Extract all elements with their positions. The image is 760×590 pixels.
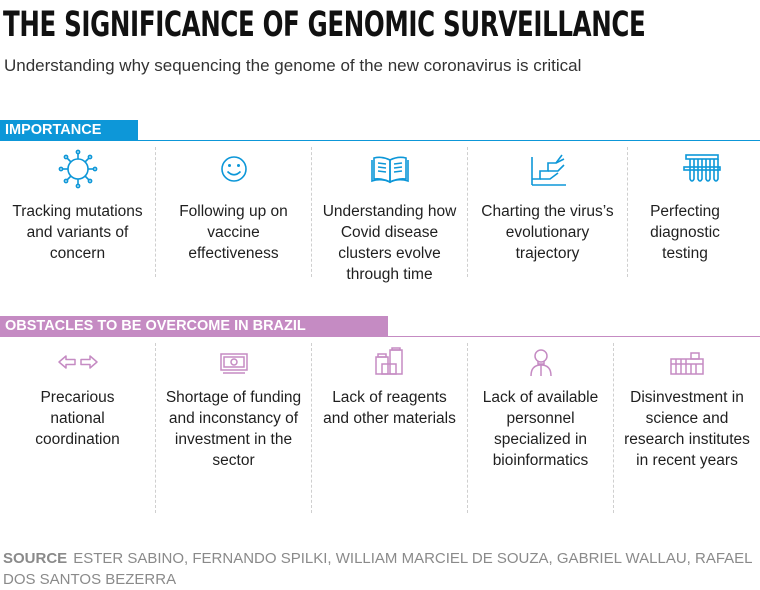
open-book-icon (370, 156, 409, 184)
column-separator (627, 147, 628, 277)
banknote-icon (219, 353, 248, 374)
source-text: ESTER SABINO, FERNANDO SPILKI, WILLIAM M… (3, 550, 752, 588)
importance-item-text: Perfecting diagnostic testing (650, 203, 720, 262)
obstacles-columns: Precarious national coordination Shortag… (0, 337, 760, 552)
importance-header: IMPORTANCE (0, 120, 760, 141)
importance-item-text: Tracking mutations and variants of conce… (12, 203, 143, 262)
smiley-face-icon (220, 156, 247, 182)
importance-item-diagnostic-testing: Perfecting diagnostic testing (628, 141, 760, 264)
page-subtitle: Understanding why sequencing the genome … (4, 56, 582, 75)
lab-containers-icon (374, 347, 403, 375)
importance-item-text: Following up on vaccine effectiveness (179, 203, 288, 262)
obstacles-item-text: Shortage of funding and inconstancy of i… (165, 389, 302, 469)
obstacles-section: OBSTACLES TO BE OVERCOME IN BRAZIL Preca… (0, 316, 760, 552)
importance-item-tracking-mutations: Tracking mutations and variants of conce… (0, 141, 155, 264)
obstacles-header: OBSTACLES TO BE OVERCOME IN BRAZIL (0, 316, 760, 337)
opposite-arrows-icon (57, 355, 98, 369)
branching-tree-icon (530, 154, 566, 186)
obstacles-item-text: Precarious national coordination (35, 389, 120, 448)
source-label: SOURCE (3, 550, 68, 567)
importance-item-text: Charting the virus’s evolutionary trajec… (481, 203, 614, 262)
person-icon (529, 349, 552, 377)
importance-item-text: Understanding how Covid disease clusters… (322, 203, 457, 283)
obstacles-item-text: Lack of available personnel specialized … (482, 389, 599, 469)
column-separator (613, 343, 614, 513)
importance-section: IMPORTANCE Tracking mutati (0, 120, 760, 291)
source-note: SOURCE ESTER SABINO, FERNANDO SPILKI, WIL… (3, 548, 755, 590)
column-separator (155, 343, 156, 513)
obstacles-item-coordination: Precarious national coordination (0, 337, 155, 450)
obstacles-label: OBSTACLES TO BE OVERCOME IN BRAZIL (0, 316, 388, 337)
column-separator (155, 147, 156, 277)
importance-item-vaccine-effectiveness: Following up on vaccine effectiveness (156, 141, 311, 264)
column-separator (311, 147, 312, 277)
obstacles-item-text: Lack of reagents and other materials (323, 389, 456, 427)
importance-item-evolutionary-trajectory: Charting the virus’s evolutionary trajec… (468, 141, 627, 264)
obstacles-item-text: Disinvestment in science and research in… (624, 389, 750, 469)
obstacles-item-personnel: Lack of available personnel specialized … (468, 337, 613, 471)
importance-label: IMPORTANCE (0, 120, 138, 141)
column-separator (467, 147, 468, 277)
obstacles-rule (0, 336, 760, 337)
factory-building-icon (670, 352, 704, 375)
importance-rule (0, 140, 760, 141)
virus-icon (58, 149, 97, 189)
obstacles-item-reagents: Lack of reagents and other materials (312, 337, 467, 429)
test-tubes-icon (683, 154, 721, 182)
importance-columns: Tracking mutations and variants of conce… (0, 141, 760, 291)
column-separator (467, 343, 468, 513)
importance-item-disease-clusters: Understanding how Covid disease clusters… (312, 141, 467, 285)
page-title: THE SIGNIFICANCE OF GENOMIC SURVEILLANCE (3, 5, 646, 45)
obstacles-item-funding: Shortage of funding and inconstancy of i… (156, 337, 311, 471)
obstacles-item-disinvestment: Disinvestment in science and research in… (614, 337, 760, 471)
column-separator (311, 343, 312, 513)
